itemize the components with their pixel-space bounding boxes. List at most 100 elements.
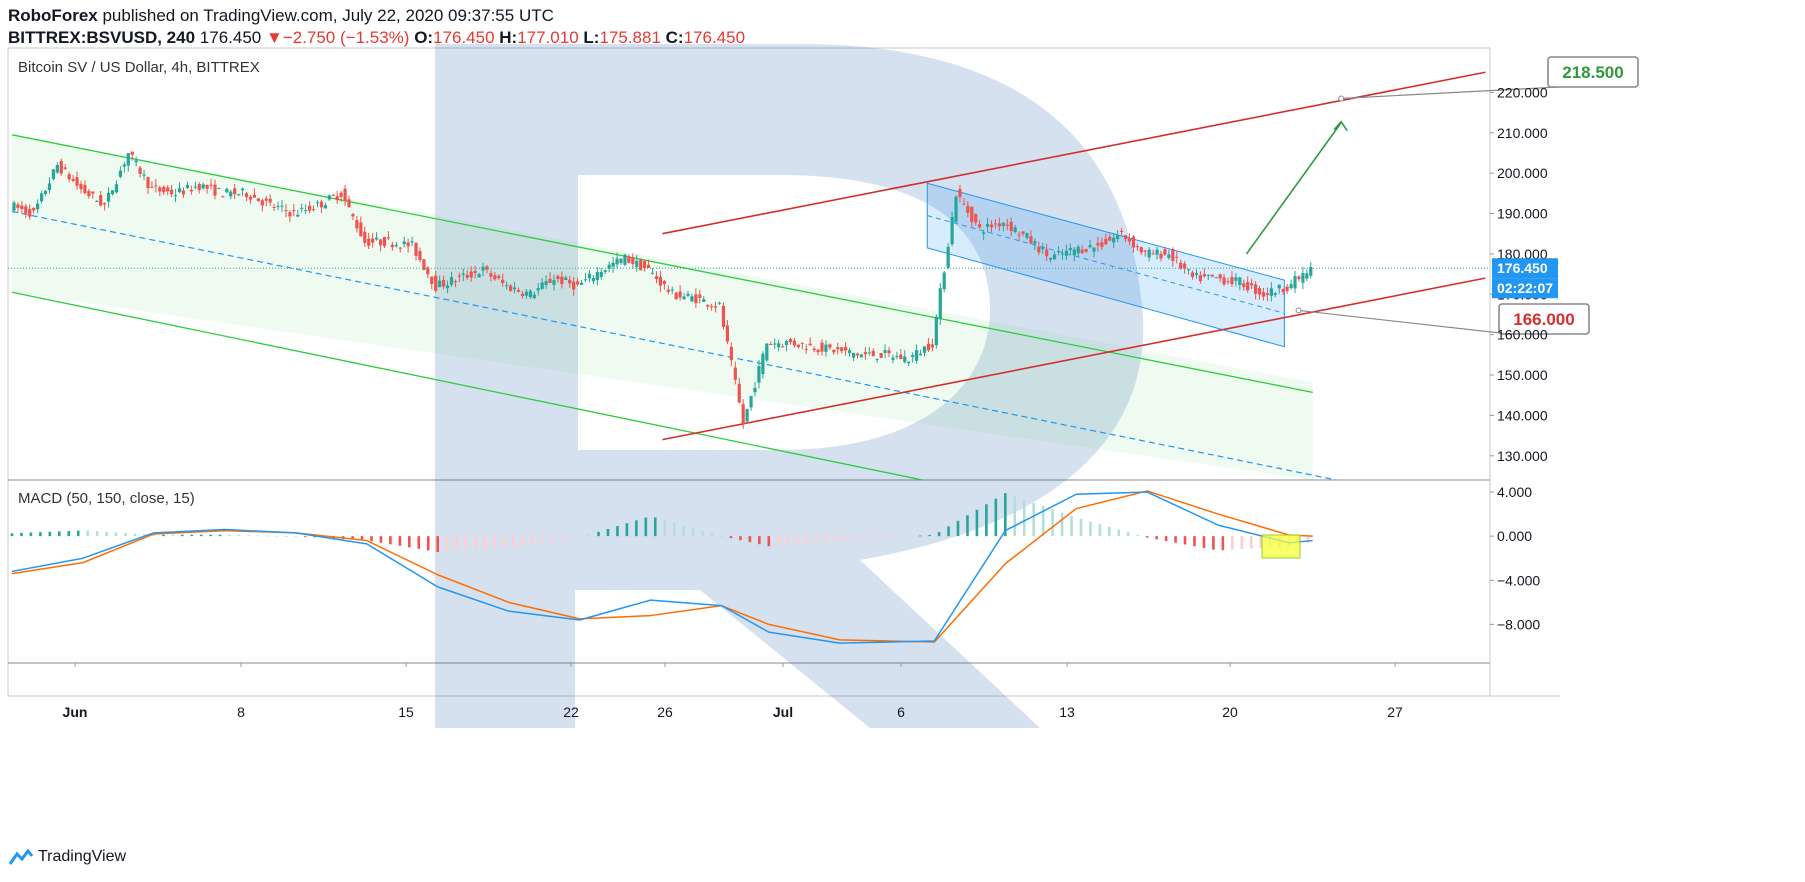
candle-body (934, 316, 938, 346)
low-label: L: (583, 28, 600, 47)
candle-body (899, 354, 903, 360)
candle-body (879, 353, 883, 358)
candle-body (1092, 247, 1096, 252)
macd-histogram-bar (162, 534, 165, 537)
candle-body (430, 276, 434, 284)
last-price-tag-label: 176.450 (1497, 260, 1548, 276)
candle-body (1206, 274, 1210, 276)
macd-histogram-bar (729, 536, 733, 539)
candle-body (79, 183, 83, 190)
macd-histogram-bar (266, 535, 269, 537)
macd-histogram-bar (180, 534, 184, 537)
candle-body (1112, 237, 1116, 243)
time-tick-label: Jul (773, 704, 793, 720)
time-tick-label: 22 (563, 704, 579, 720)
candle-body (745, 408, 749, 422)
candle-body (710, 306, 714, 308)
candle-body (237, 194, 241, 196)
candle-body (639, 259, 643, 271)
macd-histogram-bar (682, 525, 685, 537)
macd-histogram-bar (1117, 529, 1121, 537)
candle-body (296, 214, 300, 217)
macd-histogram-bar (313, 536, 317, 538)
candle-body (867, 352, 871, 354)
candle-body (1301, 273, 1305, 283)
candle-body (130, 151, 134, 155)
candle-body (114, 184, 119, 193)
macd-histogram-bar (1306, 536, 1310, 543)
candle-body (958, 189, 962, 198)
macd-histogram-bar (237, 535, 241, 537)
publish-text: published on TradingView.com, July 22, 2… (102, 6, 554, 25)
candle-body (351, 214, 355, 217)
candle-body (363, 231, 367, 243)
candle-body (12, 202, 16, 211)
candle-body (690, 296, 694, 302)
candle-body (820, 342, 824, 352)
macd-histogram-bar (843, 536, 846, 541)
candle-body (962, 203, 966, 205)
candle-body (1222, 277, 1226, 285)
candle-body (1183, 263, 1187, 269)
macd-histogram-bar (10, 533, 14, 537)
price-tick-label: 190.000 (1497, 206, 1548, 222)
candle-body (213, 184, 217, 196)
macd-histogram-bar (587, 534, 591, 537)
ohlc-legend: BITTREX:BSVUSD, 240 176.450 ▼−2.750 (−1.… (8, 28, 745, 48)
candle-body (713, 306, 718, 308)
candle-body (698, 294, 702, 298)
candle-body (1131, 236, 1136, 248)
candle-body (729, 346, 733, 361)
macd-histogram-bar (171, 534, 175, 537)
time-tick-label: 8 (237, 704, 245, 720)
candles-group (12, 151, 1313, 429)
candle-body (1194, 273, 1199, 276)
macd-histogram-bar (1240, 536, 1244, 550)
candle-body (674, 292, 678, 299)
candle-body (1257, 288, 1262, 295)
macd-histogram-bar (701, 530, 704, 537)
candle-body (824, 344, 828, 352)
macd-histogram-bar (398, 536, 402, 546)
candle-body (572, 281, 576, 290)
candle-body (891, 357, 895, 360)
candle-body (307, 205, 312, 211)
candle-body (185, 184, 190, 188)
candle-body (643, 261, 647, 269)
candle-body (36, 203, 40, 210)
macd-histogram-bar (559, 536, 562, 541)
last-price-tag (1492, 258, 1558, 279)
candle-body (702, 299, 706, 302)
macd-histogram-bar (408, 536, 411, 548)
macd-histogram-bar (663, 520, 667, 537)
candle-body (1163, 249, 1167, 255)
candle-body (615, 258, 619, 265)
candle-body (402, 241, 406, 245)
macd-histogram-bar (379, 536, 383, 543)
macd-histogram-bar (852, 536, 856, 540)
high-value: 177.010 (517, 28, 579, 47)
candle-body (304, 210, 308, 212)
target-218-box (1547, 56, 1639, 88)
macd-tick-label: 4.000 (1497, 484, 1532, 500)
macd-histogram-bar (1212, 536, 1215, 550)
macd-histogram-bar (1060, 512, 1064, 537)
candle-body (414, 242, 418, 256)
macd-histogram-bar (1202, 536, 1206, 548)
candle-body (47, 183, 52, 191)
candle-body (832, 349, 836, 353)
candle-body (792, 340, 797, 346)
macd-histogram-bar (928, 535, 931, 537)
candle-body (193, 186, 197, 188)
price-tick-label: 160.000 (1497, 327, 1548, 343)
candle-body (248, 196, 253, 200)
macd-tick-label: −4.000 (1497, 572, 1540, 588)
candle-body (343, 188, 347, 201)
candle-body (907, 361, 911, 364)
short-channel-mid-line (927, 215, 1285, 314)
publisher-name: RoboForex (8, 6, 98, 25)
candle-body (268, 198, 272, 203)
candle-body (375, 237, 379, 240)
candle-body (1001, 222, 1005, 226)
